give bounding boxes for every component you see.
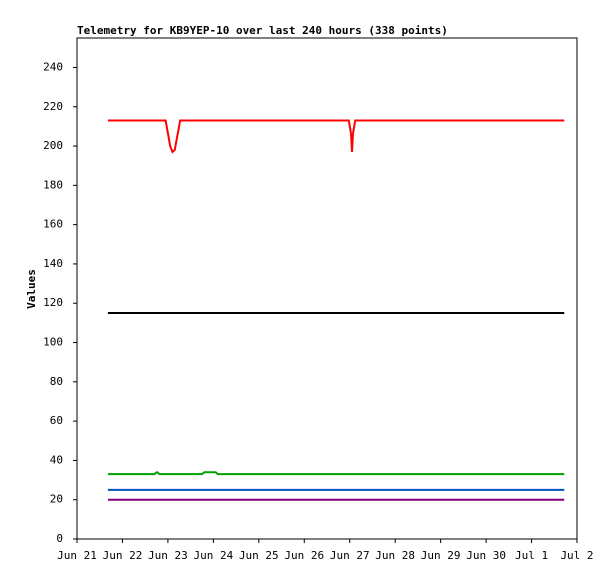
x-tick-label: Jun 22 bbox=[103, 549, 143, 562]
y-tick-label: 180 bbox=[43, 178, 63, 191]
y-tick-label: 120 bbox=[43, 296, 63, 309]
x-tick-label: Jun 28 bbox=[375, 549, 415, 562]
y-tick-label: 240 bbox=[43, 60, 63, 73]
x-tick-label: Jul 1 bbox=[515, 549, 548, 562]
x-tick-label: Jun 23 bbox=[148, 549, 188, 562]
chart-title: Telemetry for KB9YEP-10 over last 240 ho… bbox=[77, 24, 448, 37]
x-tick-label: Jul 2 bbox=[560, 549, 593, 562]
y-tick-label: 220 bbox=[43, 100, 63, 113]
x-tick-label: Jun 25 bbox=[239, 549, 279, 562]
y-tick-label: 60 bbox=[50, 414, 63, 427]
x-tick-label: Jun 29 bbox=[421, 549, 461, 562]
y-tick-label: 80 bbox=[50, 375, 63, 388]
y-tick-label: 40 bbox=[50, 453, 63, 466]
x-tick-label: Jun 26 bbox=[284, 549, 324, 562]
y-tick-label: 0 bbox=[56, 532, 63, 545]
y-axis-label: Values bbox=[25, 269, 38, 309]
x-tick-label: Jun 24 bbox=[193, 549, 233, 562]
y-tick-label: 140 bbox=[43, 257, 63, 270]
y-tick-label: 160 bbox=[43, 218, 63, 231]
x-tick-label: Jun 27 bbox=[330, 549, 370, 562]
x-tick-label: Jun 21 bbox=[57, 549, 97, 562]
y-tick-label: 200 bbox=[43, 139, 63, 152]
y-tick-label: 20 bbox=[50, 493, 63, 506]
series-line bbox=[107, 119, 565, 154]
y-tick-label: 100 bbox=[43, 336, 63, 349]
plot-frame bbox=[76, 37, 578, 540]
series-line bbox=[107, 470, 565, 476]
x-tick-label: Jun 30 bbox=[466, 549, 506, 562]
